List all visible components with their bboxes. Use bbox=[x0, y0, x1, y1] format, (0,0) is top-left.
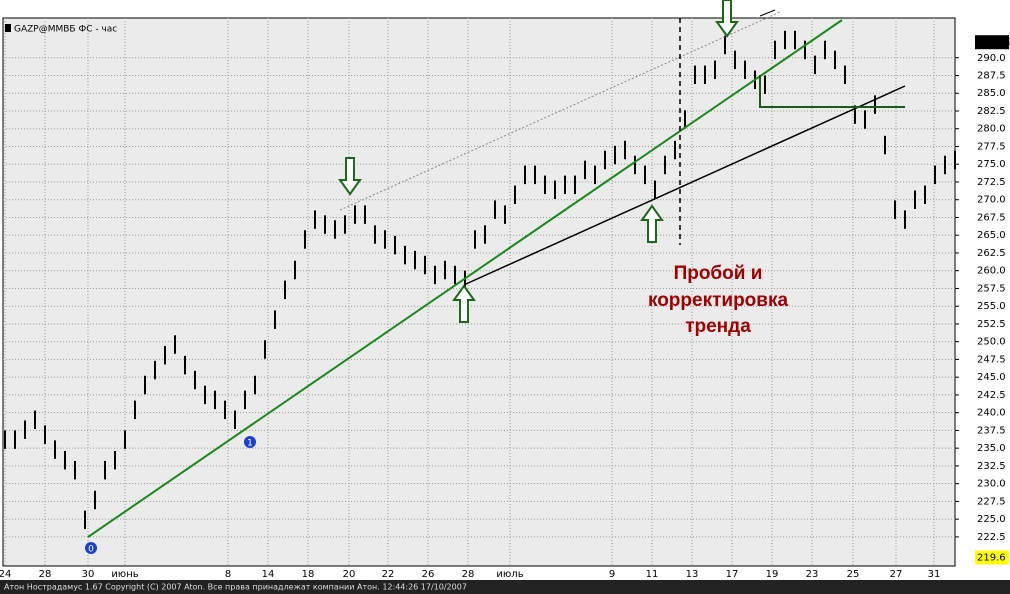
annotation: тренда bbox=[685, 316, 751, 337]
drawings: 0 1 bbox=[85, 0, 906, 555]
bars bbox=[4, 30, 956, 530]
x-tick-label: 31 bbox=[928, 569, 941, 580]
title-icon bbox=[5, 24, 11, 32]
y-tick-label: 277.5 bbox=[977, 141, 1006, 152]
y-tick-label: 257.5 bbox=[977, 283, 1006, 294]
y-tick-label: 267.5 bbox=[977, 212, 1006, 223]
arrow-up bbox=[452, 284, 476, 323]
x-tick-label: 23 bbox=[806, 569, 819, 580]
y-tick-label: 255.0 bbox=[977, 301, 1006, 312]
x-tick-label: 27 bbox=[890, 569, 903, 580]
y-tick-label: 285.0 bbox=[977, 88, 1006, 99]
y-tick-label: 235.0 bbox=[977, 443, 1006, 454]
channel-tip bbox=[759, 9, 776, 17]
y-tick-label: 272.5 bbox=[977, 177, 1006, 188]
y-tick-label: 247.5 bbox=[977, 354, 1006, 365]
y-tick-label: 237.5 bbox=[977, 425, 1006, 436]
price-tag-label: 292.19 bbox=[977, 37, 1010, 48]
x-tick-label: 26 bbox=[422, 569, 435, 580]
y-tick-label: 265.0 bbox=[977, 230, 1006, 241]
arrow-down bbox=[338, 157, 362, 196]
annotation: Пробой и bbox=[674, 263, 763, 284]
chart-title: GAZP@MMBБ ФС - час bbox=[14, 25, 117, 35]
y-tick-label: 270.0 bbox=[977, 195, 1006, 206]
y-tick-label: 232.5 bbox=[977, 461, 1006, 472]
y-tick-label: 252.5 bbox=[977, 319, 1006, 330]
trend-line-2 bbox=[465, 85, 906, 285]
x-tick-label: 11 bbox=[646, 569, 659, 580]
y-tick-label: 262.5 bbox=[977, 248, 1006, 259]
trend-line bbox=[87, 19, 843, 538]
arrow-up bbox=[640, 204, 664, 243]
y-tick-label: 230.0 bbox=[977, 479, 1006, 490]
x-tick-label: 14 bbox=[262, 569, 275, 580]
y-tick-label: 280.0 bbox=[977, 124, 1006, 135]
x-tick-label: 24 bbox=[0, 569, 11, 580]
y-tick-label: 242.5 bbox=[977, 390, 1006, 401]
plot-area bbox=[2, 17, 956, 567]
x-tick-label: 17 bbox=[726, 569, 739, 580]
y-tick-label: 245.0 bbox=[977, 372, 1006, 383]
marker-label: 0 bbox=[88, 545, 94, 555]
y-tick-label: 225.0 bbox=[977, 514, 1006, 525]
y-tick-label: 282.5 bbox=[977, 106, 1006, 117]
x-tick-label: 13 bbox=[686, 569, 699, 580]
y-tick-label: 290.0 bbox=[977, 53, 1006, 64]
x-tick-label: 18 bbox=[302, 569, 315, 580]
footer-bar bbox=[0, 580, 1010, 594]
support-line bbox=[759, 75, 905, 108]
arrow-down bbox=[715, 0, 739, 38]
x-tick-label: 30 bbox=[82, 569, 95, 580]
channel-line bbox=[339, 11, 781, 211]
marker bbox=[244, 436, 256, 448]
x-tick-label: 28 bbox=[39, 569, 52, 580]
x-tick-label: 20 bbox=[343, 569, 356, 580]
x-tick-label: 28 bbox=[462, 569, 475, 580]
y-tick-label: 260.0 bbox=[977, 266, 1006, 277]
y-tick-label: 227.5 bbox=[977, 496, 1006, 507]
annotation: корректировка bbox=[648, 290, 789, 311]
x-tick-label: 22 bbox=[382, 569, 395, 580]
y-tick-label: 275.0 bbox=[977, 159, 1006, 170]
x-tick-label: июль bbox=[496, 569, 523, 580]
x-tick-label: 9 bbox=[609, 569, 615, 580]
price-tag bbox=[975, 35, 1009, 50]
x-tick-label: 19 bbox=[766, 569, 779, 580]
footer: Атон Нострадамус 1.67 Copyright (C) 2007… bbox=[4, 583, 467, 592]
y-tick-label: 222.5 bbox=[977, 532, 1006, 543]
x-tick-label: 8 bbox=[225, 569, 231, 580]
price-tag-label: 219.6 bbox=[977, 552, 1006, 563]
x-tick-label: 25 bbox=[847, 569, 860, 580]
y-tick-label: 250.0 bbox=[977, 337, 1006, 348]
price-tag bbox=[975, 550, 1009, 565]
marker bbox=[85, 542, 97, 554]
y-tick-label: 240.0 bbox=[977, 408, 1006, 419]
x-tick-label: июнь bbox=[111, 569, 138, 580]
marker-label: 1 bbox=[247, 439, 253, 449]
y-tick-label: 287.5 bbox=[977, 70, 1006, 81]
